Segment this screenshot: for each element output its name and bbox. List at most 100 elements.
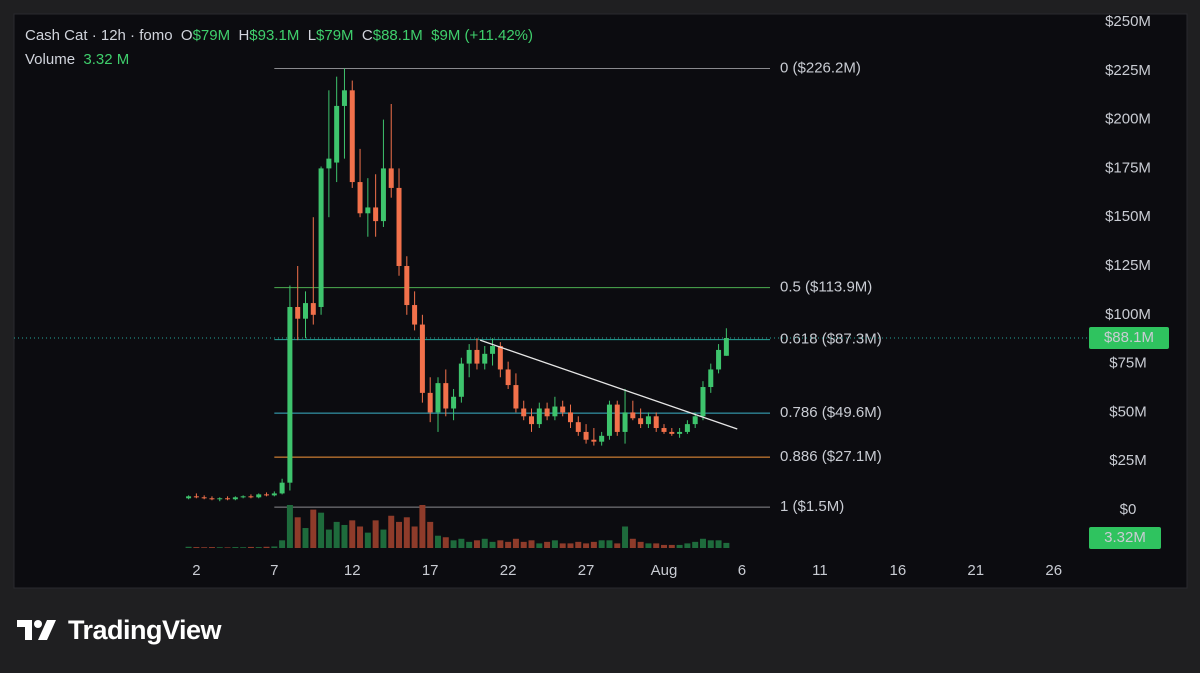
candle-body — [248, 496, 254, 498]
candle-body — [209, 498, 215, 500]
y-tick-label: $225M — [1105, 62, 1151, 79]
candle-body — [435, 383, 441, 413]
volume-bar — [567, 543, 574, 548]
volume-bar — [240, 547, 247, 548]
candle-body — [490, 346, 496, 354]
candle-body — [606, 404, 612, 436]
last-volume-label: 3.32M — [1104, 529, 1146, 546]
candle-body — [396, 187, 402, 266]
volume-bar — [653, 543, 660, 548]
volume-bar — [411, 526, 418, 548]
volume-header: Volume 3.32 M — [25, 51, 129, 68]
volume-bar — [520, 541, 527, 548]
candle-body — [513, 385, 519, 409]
candle-body — [302, 303, 308, 319]
x-tick-label: 16 — [889, 562, 906, 579]
candle-body — [560, 406, 566, 413]
volume-bar — [255, 547, 262, 548]
volume-bar — [528, 540, 535, 548]
volume-bar — [614, 543, 621, 548]
volume-bar — [208, 547, 215, 548]
candle-body — [404, 266, 410, 306]
volume-bar — [699, 538, 706, 548]
volume-bar — [302, 528, 309, 548]
candle-body — [193, 496, 199, 498]
volume-bar — [676, 544, 683, 548]
last-volume-box — [1089, 527, 1161, 549]
value: $88.1M — [372, 27, 423, 44]
y-tick-label: $200M — [1105, 111, 1151, 128]
volume-bar — [707, 540, 714, 548]
volume-bar — [325, 529, 332, 548]
brand: TradingView — [68, 615, 222, 645]
volume-bar — [489, 541, 496, 548]
volume-bar — [715, 540, 722, 548]
volume-bar — [458, 538, 465, 548]
volume-bar — [575, 541, 582, 548]
candle-body — [201, 497, 207, 499]
candle-body — [373, 207, 379, 222]
volume-bar — [271, 546, 278, 548]
candle-body — [225, 498, 231, 500]
candle-body — [638, 418, 644, 425]
x-tick-label: Aug — [651, 562, 678, 579]
volume-bar — [357, 526, 364, 548]
fib-label: 0.5 ($113.9M) — [780, 279, 872, 296]
x-tick-label: 26 — [1045, 562, 1062, 579]
candle-body — [630, 412, 636, 419]
label: L — [307, 27, 317, 44]
symbol: Cash Cat · 12h · fomo — [25, 27, 173, 44]
candle-body — [700, 387, 706, 417]
candle-body — [544, 408, 550, 417]
volume-bar — [201, 547, 208, 548]
candle-body — [318, 168, 324, 307]
volume-bar — [512, 538, 519, 548]
fib-label: 0.618 ($87.3M) — [780, 331, 882, 348]
volume-bar — [598, 540, 605, 548]
volume-bar — [279, 540, 286, 548]
volume-bar — [544, 541, 551, 548]
volume-bar — [224, 547, 231, 548]
value: $79M — [316, 27, 354, 44]
y-tick-label: $0 — [1120, 501, 1137, 518]
volume-bar — [364, 532, 371, 548]
y-tick-label: $75M — [1109, 355, 1147, 372]
volume-bar — [427, 521, 434, 548]
volume-bar — [216, 547, 223, 548]
candle-body — [451, 396, 457, 409]
volume-bar — [380, 529, 387, 548]
fib-label: 0.786 ($49.6M) — [780, 404, 882, 421]
candle-body — [575, 422, 581, 432]
x-tick-label: 2 — [192, 562, 200, 579]
volume-bar — [341, 524, 348, 548]
value: $93.1M — [249, 27, 300, 44]
fib-label: 1 ($1.5M) — [780, 498, 844, 515]
volume-bar — [442, 537, 449, 548]
x-tick-label: 22 — [500, 562, 517, 579]
candle-body — [723, 338, 729, 356]
volume-bar — [692, 541, 699, 548]
candle-body — [380, 168, 386, 222]
label: Volume — [25, 51, 76, 68]
candle-body — [653, 416, 659, 429]
candle-body — [591, 439, 597, 442]
volume-bar — [247, 546, 254, 548]
candle-body — [365, 207, 371, 214]
candle-body — [412, 305, 418, 325]
y-tick-label: $150M — [1105, 208, 1151, 225]
candle-body — [279, 482, 285, 494]
y-tick-label: $50M — [1109, 403, 1147, 420]
volume-bar — [232, 547, 239, 548]
x-tick-label: 27 — [578, 562, 595, 579]
volume-bar — [473, 540, 480, 548]
candle-body — [521, 408, 527, 417]
y-tick-label: $125M — [1105, 257, 1151, 274]
candle-body — [349, 90, 355, 183]
value: 3.32 M — [83, 51, 130, 68]
volume-bar — [606, 540, 613, 548]
chart-panel — [13, 13, 1188, 589]
candle-body — [583, 431, 589, 440]
volume-bar — [684, 543, 691, 548]
value: $79M — [192, 27, 231, 44]
volume-bar — [536, 543, 543, 548]
